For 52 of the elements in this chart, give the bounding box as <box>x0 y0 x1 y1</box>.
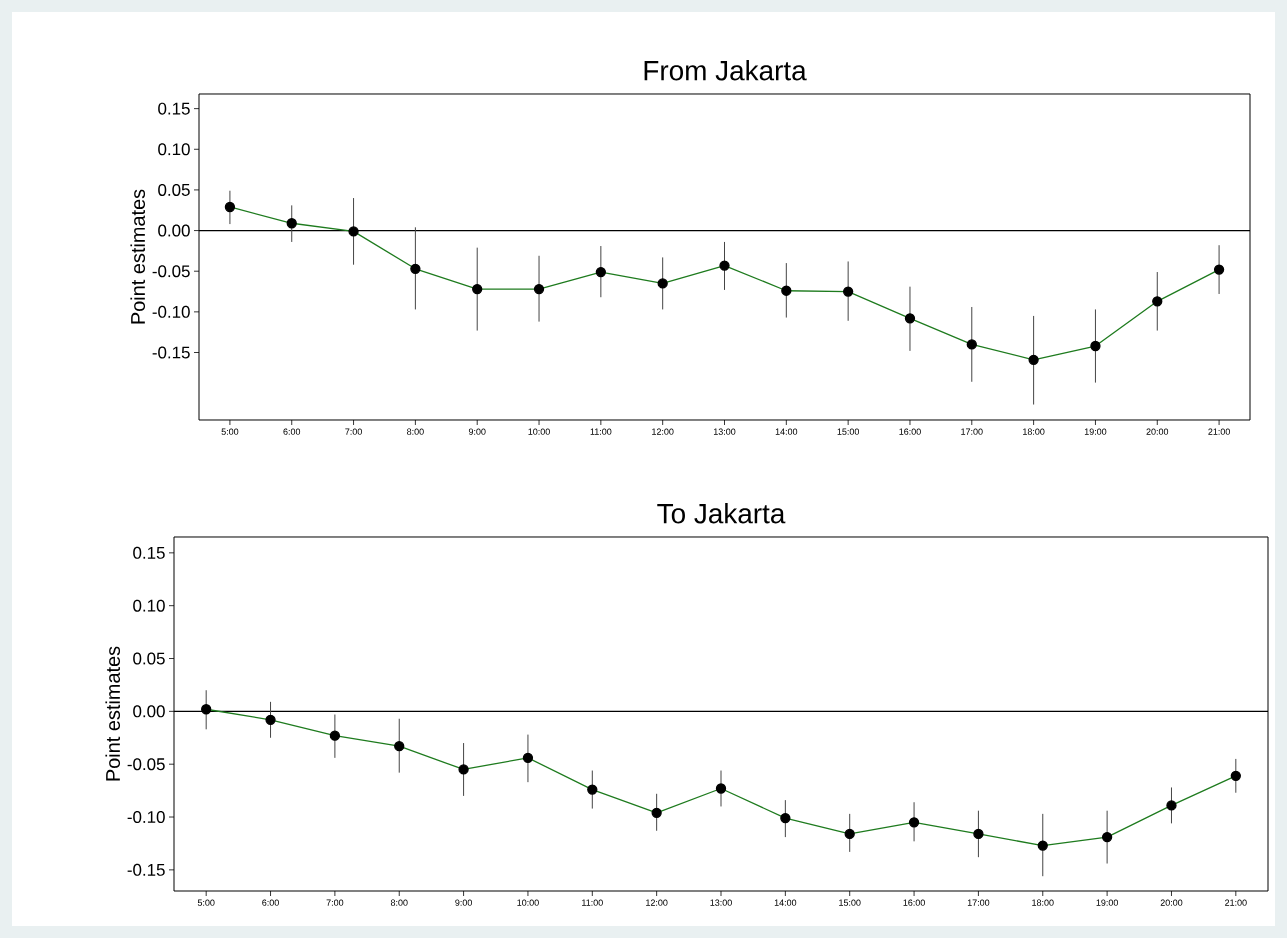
y-tick-label: -0.15 <box>152 346 190 359</box>
x-tick-label: 11:00 <box>590 428 612 435</box>
x-tick-label: 18:00 <box>1032 899 1054 906</box>
x-tick-label: 7:00 <box>345 428 362 435</box>
x-tick-label: 8:00 <box>390 899 408 906</box>
chart-title: To Jakarta <box>657 503 786 524</box>
x-tick-label: 12:00 <box>646 899 668 906</box>
x-tick-label: 20:00 <box>1146 428 1169 435</box>
x-tick-label: 13:00 <box>710 899 732 906</box>
y-tick-label: 0.15 <box>158 102 190 115</box>
x-tick-label: 6:00 <box>283 428 301 435</box>
y-tick-label: 0.00 <box>133 705 165 718</box>
y-tick-label: 0.00 <box>158 224 190 237</box>
x-tick-label: 5:00 <box>197 899 215 906</box>
x-tick-label: 14:00 <box>775 428 798 435</box>
y-tick-label: -0.15 <box>127 863 165 876</box>
y-tick-label: -0.10 <box>152 305 190 318</box>
x-tick-label: 16:00 <box>903 899 925 906</box>
x-tick-label: 18:00 <box>1023 428 1045 435</box>
x-tick-label: 10:00 <box>528 428 550 435</box>
chart-title: From Jakarta <box>644 60 807 81</box>
y-tick-label: 0.05 <box>158 183 190 196</box>
x-tick-label: 13:00 <box>713 428 736 435</box>
x-tick-label: 17:00 <box>961 428 983 435</box>
y-tick-label: 0.15 <box>133 546 165 559</box>
x-tick-label: 11:00 <box>582 899 603 906</box>
x-tick-label: 9:00 <box>468 428 486 435</box>
x-tick-label: 19:00 <box>1084 428 1107 435</box>
x-tick-label: 20:00 <box>1160 899 1183 906</box>
x-tick-label: 9:00 <box>455 899 472 906</box>
y-tick-label: -0.10 <box>127 811 165 824</box>
x-tick-label: 21:00 <box>1225 899 1247 906</box>
x-tick-label: 16:00 <box>899 428 921 435</box>
x-tick-label: 8:00 <box>407 428 424 435</box>
x-tick-label: 14:00 <box>774 899 797 906</box>
y-tick-label: -0.05 <box>152 265 190 278</box>
x-tick-label: 5:00 <box>221 428 239 435</box>
y-tick-label: -0.05 <box>127 758 165 771</box>
y-axis-title: Point estimates <box>130 189 146 324</box>
x-tick-label: 10:00 <box>517 899 539 906</box>
x-tick-label: 6:00 <box>262 899 279 906</box>
y-tick-label: 0.05 <box>133 652 165 665</box>
x-tick-label: 19:00 <box>1096 899 1118 906</box>
x-tick-label: 21:00 <box>1208 428 1230 435</box>
x-tick-label: 17:00 <box>967 899 990 906</box>
y-tick-label: 0.10 <box>158 143 190 156</box>
y-axis-title: Point estimates <box>105 646 121 781</box>
x-tick-label: 7:00 <box>326 899 344 906</box>
x-tick-label: 12:00 <box>652 428 674 435</box>
x-tick-label: 15:00 <box>837 428 860 435</box>
x-tick-label: 15:00 <box>839 899 861 906</box>
y-tick-label: 0.10 <box>133 599 165 612</box>
